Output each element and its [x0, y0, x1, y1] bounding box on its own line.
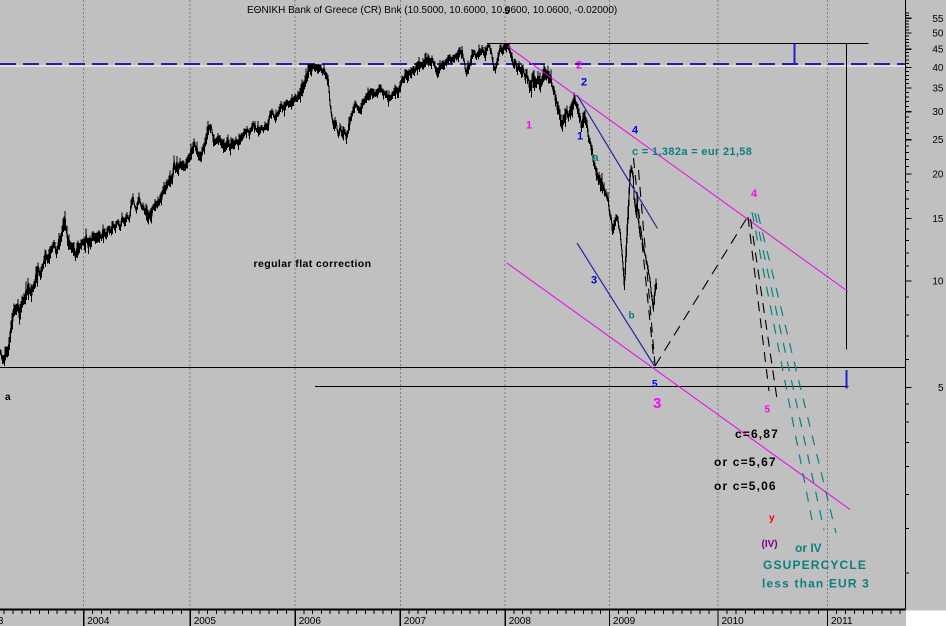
svg-text:y: y	[769, 513, 775, 524]
svg-text:10: 10	[932, 276, 944, 287]
svg-text:5: 5	[504, 6, 510, 17]
svg-text:or c=5,67: or c=5,67	[714, 455, 777, 469]
svg-text:2006: 2006	[299, 616, 322, 626]
svg-text:2009: 2009	[613, 616, 636, 626]
svg-text:2011: 2011	[831, 616, 853, 626]
svg-text:2010: 2010	[722, 616, 745, 626]
svg-text:2007: 2007	[404, 616, 427, 626]
svg-text:5: 5	[765, 405, 771, 416]
svg-text:2008: 2008	[509, 616, 532, 626]
svg-text:30: 30	[932, 107, 944, 118]
svg-text:1: 1	[577, 131, 583, 143]
svg-text:c=6,87: c=6,87	[735, 427, 779, 441]
svg-text:35: 35	[932, 83, 944, 94]
svg-text:less than EUR 3: less than EUR 3	[762, 577, 870, 591]
svg-text:1: 1	[526, 120, 532, 132]
svg-text:15: 15	[932, 214, 944, 225]
svg-text:2: 2	[581, 77, 587, 89]
svg-text:40: 40	[932, 63, 944, 74]
svg-text:(IV): (IV)	[762, 539, 778, 550]
svg-text:4: 4	[632, 125, 639, 137]
svg-text:50: 50	[932, 29, 944, 40]
svg-text:25: 25	[932, 135, 944, 146]
svg-text:regular flat correction: regular flat correction	[254, 258, 372, 270]
svg-text:5: 5	[938, 383, 944, 394]
svg-text:2003: 2003	[0, 616, 4, 626]
svg-text:b: b	[629, 311, 635, 322]
svg-text:GSUPERCYCLE: GSUPERCYCLE	[763, 558, 867, 572]
svg-text:3: 3	[591, 275, 597, 287]
svg-text:2005: 2005	[194, 616, 217, 626]
svg-text:or c=5,06: or c=5,06	[714, 479, 777, 493]
svg-text:4: 4	[751, 188, 758, 200]
svg-text:EΘNIKH Bank of Greece (CR) Bnk: EΘNIKH Bank of Greece (CR) Bnk (10.5000,…	[247, 5, 617, 16]
svg-text:5: 5	[652, 379, 658, 390]
svg-text:c = 1,382a = eur 21,58: c = 1,382a = eur 21,58	[632, 146, 752, 158]
svg-text:2: 2	[576, 60, 582, 72]
svg-text:55: 55	[932, 14, 944, 25]
svg-text:20: 20	[932, 170, 944, 181]
svg-text:a: a	[5, 392, 11, 403]
svg-text:or IV: or IV	[795, 541, 822, 555]
svg-text:45: 45	[932, 45, 944, 56]
svg-text:3: 3	[653, 395, 661, 412]
svg-text:a: a	[593, 152, 600, 164]
svg-text:2004: 2004	[87, 616, 110, 626]
